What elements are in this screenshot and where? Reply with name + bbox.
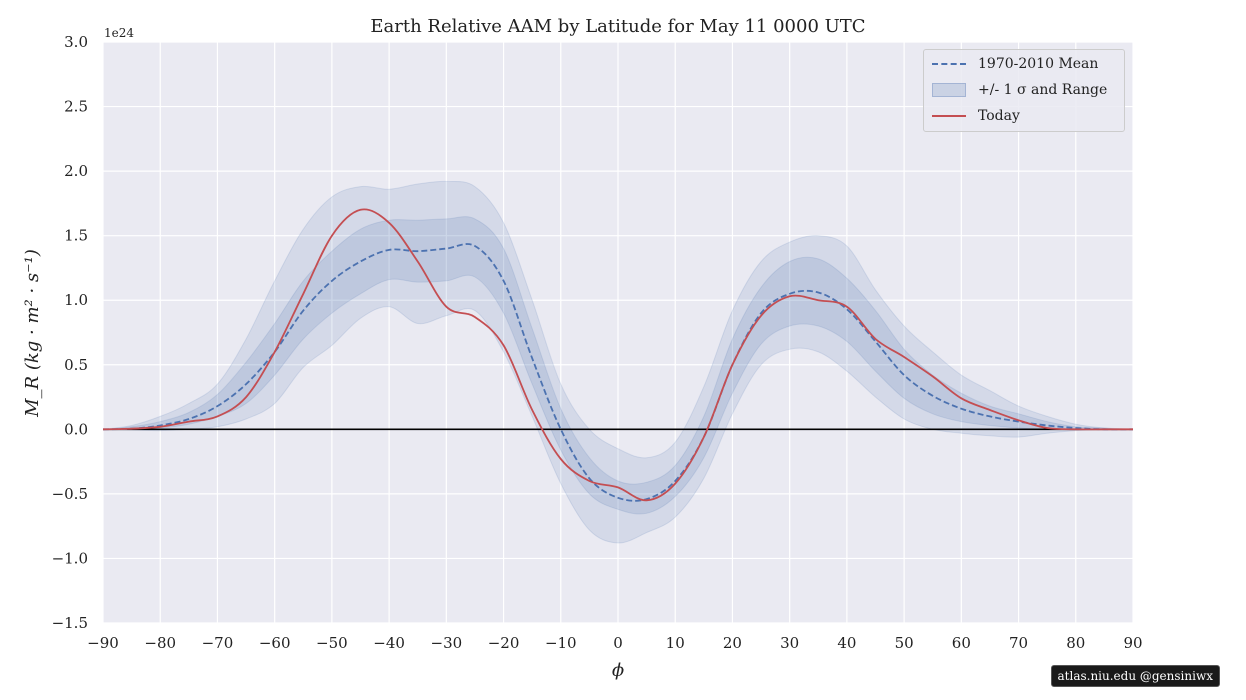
x-tick-label: −60 (259, 634, 291, 652)
x-tick-label: 60 (952, 634, 971, 652)
legend-item-mean: 1970-2010 Mean (932, 54, 1098, 74)
x-tick-label: 70 (1009, 634, 1028, 652)
y-tick-label: 1.0 (64, 291, 88, 309)
x-tick-labels: −90 −80 −70 −60 −50 −40 −30 −20 −10 0 10 20 30 40 50 60… (87, 634, 1142, 652)
legend-dashed-line-icon (932, 57, 966, 71)
grid (102, 41, 1134, 624)
y-tick-labels: −1.5 −1.0 −0.5 0.0 0.5 1.0 1.5 2.0 2.5 3.0 (52, 33, 88, 632)
legend-label-mean: 1970-2010 Mean (978, 56, 1099, 72)
y-tick-label: 0.0 (64, 420, 88, 438)
x-tick-label: −40 (373, 634, 405, 652)
x-tick-label: −20 (488, 634, 520, 652)
y-multiplier: 1e24 (104, 26, 134, 40)
credit-badge: atlas.niu.edu @gensiniwx (1050, 665, 1220, 687)
today-line (102, 208, 1133, 502)
x-tick-label: −50 (316, 634, 348, 652)
legend-band-patch-icon (932, 83, 966, 97)
x-tick-label: −70 (202, 634, 234, 652)
chart-title: Earth Relative AAM by Latitude for May 1… (370, 16, 865, 37)
y-axis-label: M_R (kg · m² · s⁻¹) (22, 249, 43, 418)
y-tick-label: 0.5 (64, 356, 88, 374)
y-tick-label: −0.5 (52, 485, 88, 503)
x-axis-label: ϕ (612, 660, 624, 681)
x-tick-label: 20 (723, 634, 742, 652)
x-tick-label: −90 (87, 634, 119, 652)
mean-line (102, 243, 1134, 502)
legend-label-band: +/- 1 σ and Range (978, 82, 1108, 98)
y-tick-label: 1.5 (64, 227, 88, 245)
x-tick-label: 0 (613, 634, 623, 652)
legend-item-today: Today (932, 106, 1020, 126)
y-tick-label: −1.5 (52, 614, 88, 632)
legend-solid-line-icon (932, 109, 966, 123)
y-tick-label: 2.5 (64, 98, 88, 116)
y-tick-label: 3.0 (64, 33, 88, 51)
legend-label-today: Today (978, 108, 1020, 124)
x-tick-label: −30 (431, 634, 463, 652)
x-tick-label: 50 (895, 634, 914, 652)
legend: 1970-2010 Mean +/- 1 σ and Range Today (923, 49, 1125, 132)
x-tick-label: 90 (1123, 634, 1142, 652)
x-tick-label: 10 (666, 634, 685, 652)
x-tick-label: 30 (780, 634, 799, 652)
legend-item-band: +/- 1 σ and Range (932, 80, 1107, 100)
x-tick-label: −80 (144, 634, 176, 652)
x-tick-label: −10 (545, 634, 577, 652)
x-tick-label: 80 (1066, 634, 1085, 652)
series-lines (102, 208, 1134, 502)
y-tick-label: 2.0 (64, 162, 88, 180)
x-tick-label: 40 (837, 634, 856, 652)
y-tick-label: −1.0 (52, 549, 88, 567)
